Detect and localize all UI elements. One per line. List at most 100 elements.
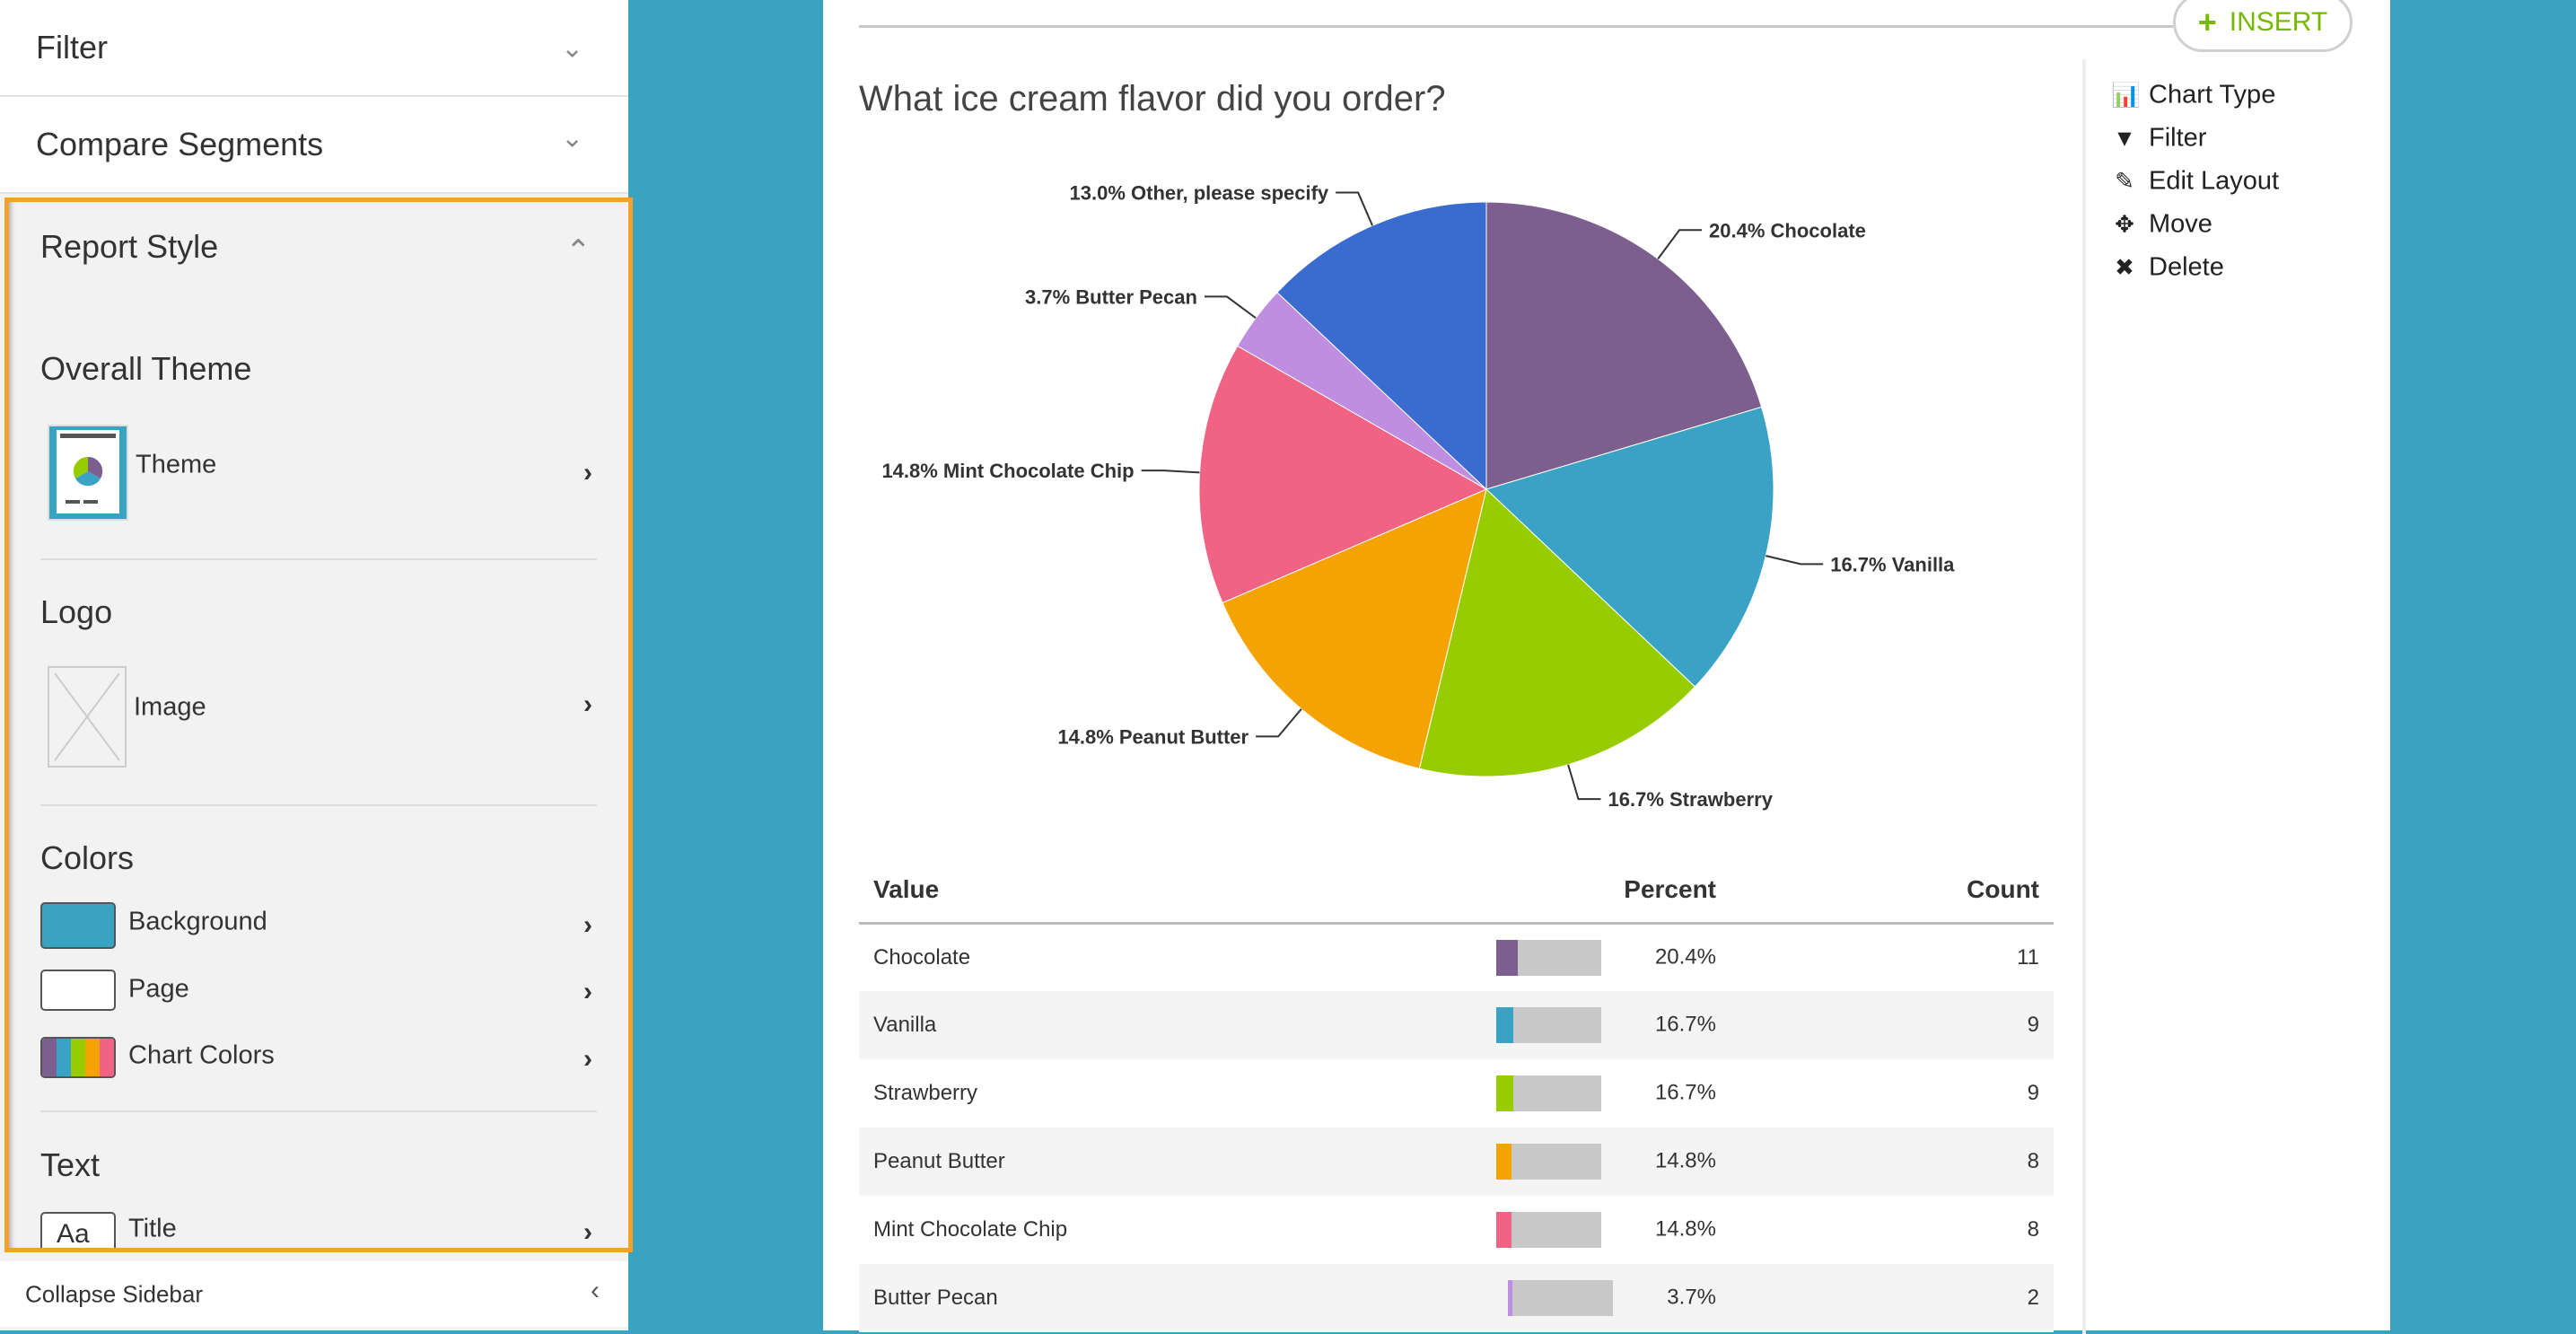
chevron-right-icon[interactable]: › (583, 1044, 592, 1074)
edit-layout-button[interactable]: ✎ Edit Layout (2111, 167, 2279, 197)
chevron-left-icon: ‹ (591, 1276, 600, 1305)
compare-segments-label: Compare Segments (36, 126, 324, 162)
percent-value: 16.7% (1654, 1080, 1716, 1105)
chevron-right-icon[interactable]: › (583, 458, 592, 487)
image-label[interactable]: Image (134, 692, 206, 722)
percent-bar (1495, 1007, 1601, 1043)
divider (40, 804, 597, 806)
chevron-right-icon[interactable]: › (583, 689, 592, 719)
menu-label: Move (2149, 209, 2212, 239)
page-color-swatch[interactable] (40, 970, 116, 1011)
value-cell: Butter Pecan (859, 1264, 1434, 1332)
pencil-icon: ✎ (2115, 167, 2134, 195)
theme-thumbnail-icon[interactable] (48, 425, 128, 521)
image-placeholder-icon[interactable] (48, 666, 127, 768)
background-color-swatch[interactable] (40, 902, 116, 949)
table-row: Peanut Butter 14.8% 8 (859, 1128, 2054, 1196)
chart-type-button[interactable]: 📊 Chart Type (2111, 81, 2275, 110)
menu-label: Filter (2149, 123, 2207, 153)
x-icon: ✖ (2115, 253, 2134, 281)
percent-bar (1495, 1212, 1601, 1248)
label-leader-line (1256, 708, 1302, 738)
filter-button[interactable]: ▼ Filter (2111, 124, 2206, 154)
funnel-icon: ▼ (2113, 124, 2136, 152)
colors-heading: Colors (40, 839, 135, 876)
label-leader-line (1567, 764, 1601, 801)
table-row: Mint Chocolate Chip 14.8% 8 (859, 1196, 2054, 1264)
percent-value: 3.7% (1667, 1285, 1716, 1310)
move-arrows-icon: ✥ (2115, 210, 2134, 238)
results-table: Value Percent Count Chocolate 20.4% 11 Va… (859, 857, 2054, 1332)
menu-divider (2082, 59, 2086, 1334)
column-header-count[interactable]: Count (1730, 857, 2054, 925)
report-style-panel: Report Style ⌃ Overall Theme Theme › Log… (4, 197, 633, 1252)
report-style-header[interactable]: Report Style (40, 228, 219, 265)
count-cell: 8 (1730, 1128, 2054, 1196)
pie-label: 16.7% Vanilla (1830, 553, 1955, 575)
count-cell: 8 (2027, 1217, 2039, 1242)
percent-bar (1495, 939, 1601, 976)
pie-label: 20.4% Chocolate (1709, 219, 1866, 241)
sidebar: Filter ⌄ Compare Segments ⌄ Report Style… (0, 0, 633, 1330)
value-cell: Vanilla (859, 991, 1434, 1059)
percent-cell: 16.7% (1434, 991, 1730, 1059)
count-cell: 11 (2017, 944, 2039, 970)
value-cell: Mint Chocolate Chip (873, 1217, 1068, 1242)
column-header-percent[interactable]: Percent (1434, 857, 1730, 925)
pie-slice[interactable] (1276, 201, 1487, 491)
count-cell: 9 (1730, 991, 2054, 1059)
filter-label: Filter (36, 29, 108, 66)
overall-theme-heading: Overall Theme (40, 350, 252, 387)
pie-slice[interactable] (1485, 406, 1774, 688)
pie-label: 13.0% Other, please specify (1070, 182, 1329, 205)
percent-value: 20.4% (1654, 944, 1716, 970)
theme-label[interactable]: Theme (136, 450, 217, 479)
plus-icon: + (2197, 4, 2217, 40)
chevron-right-icon[interactable]: › (583, 910, 592, 940)
title-font-swatch[interactable]: Aa (40, 1212, 116, 1248)
chart-colors-label[interactable]: Chart Colors (128, 1040, 275, 1070)
label-leader-line (1657, 229, 1703, 259)
filter-accordion[interactable]: Filter ⌄ (0, 0, 628, 97)
pie-label: 16.7% Strawberry (1608, 788, 1774, 811)
insert-label: INSERT (2229, 7, 2328, 37)
chevron-down-icon: ⌄ (561, 33, 584, 64)
label-leader-line (1766, 555, 1824, 566)
report-page: + INSERT 📊 Chart Type ▼ Filter ✎ Edit Layout… (823, 0, 2390, 1334)
table-row: Strawberry 16.7% 9 (859, 1059, 2054, 1128)
page-label[interactable]: Page (128, 974, 189, 1004)
label-leader-line (1204, 295, 1257, 320)
pie-label: 14.8% Peanut Butter (1057, 725, 1249, 748)
insert-button[interactable]: + INSERT (2173, 0, 2353, 52)
percent-cell: 14.8% (1434, 1128, 1730, 1196)
divider (40, 558, 597, 560)
percent-cell: 14.8% (1434, 1196, 1730, 1264)
compare-segments-accordion[interactable]: Compare Segments ⌄ (0, 97, 628, 194)
background-label[interactable]: Background (128, 907, 267, 936)
pie-slice[interactable] (1418, 488, 1696, 777)
column-header-value[interactable]: Value (859, 857, 1434, 925)
pie-slice[interactable] (1222, 488, 1487, 769)
table-row: Butter Pecan 3.7% 2 (859, 1264, 2054, 1332)
percent-cell: 20.4% (1434, 923, 1730, 991)
chevron-up-icon[interactable]: ⌃ (565, 234, 591, 268)
percent-bar (1495, 1144, 1601, 1180)
percent-value: 14.8% (1654, 1216, 1716, 1242)
chevron-right-icon[interactable]: › (583, 977, 592, 1006)
chevron-down-icon: ⌄ (561, 123, 584, 154)
chevron-right-icon[interactable]: › (583, 1217, 592, 1247)
menu-label: Chart Type (2149, 80, 2276, 110)
bar-chart-icon: 📊 (2111, 81, 2141, 109)
question-title: What ice cream flavor did you order? (859, 79, 1446, 118)
collapse-sidebar-button[interactable]: Collapse Sidebar ‹ (0, 1261, 628, 1327)
divider (40, 1110, 597, 1112)
count-cell: 9 (2027, 1081, 2039, 1105)
chart-colors-swatch[interactable] (40, 1037, 116, 1078)
count-cell: 2 (1730, 1264, 2054, 1332)
move-button[interactable]: ✥ Move (2111, 210, 2212, 240)
pie-slice[interactable] (1198, 345, 1488, 604)
menu-label: Delete (2149, 252, 2224, 282)
text-heading: Text (40, 1146, 101, 1183)
delete-button[interactable]: ✖ Delete (2111, 253, 2224, 283)
title-label[interactable]: Title (128, 1214, 177, 1243)
